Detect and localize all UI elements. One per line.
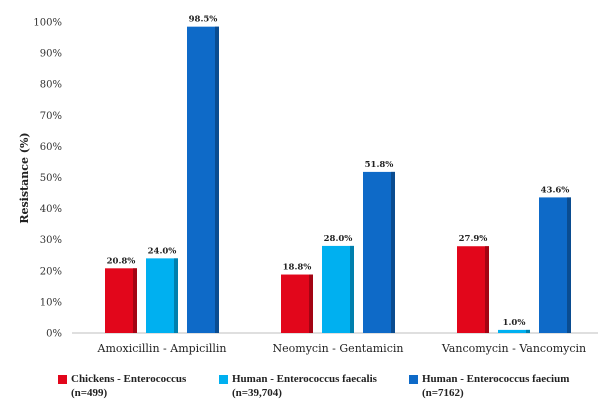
category-label: Vancomycin - Vancomycin: [441, 342, 586, 355]
y-tick-label: 50%: [40, 173, 62, 184]
data-label: 43.6%: [541, 185, 570, 195]
bar: [498, 329, 530, 333]
y-axis-label: Resistance (%): [18, 132, 31, 223]
legend-swatch-chickens: [58, 375, 67, 384]
legend-item-human-faecalis: Human - Enterococcus faecalis (n=39,704): [219, 372, 377, 400]
bar: [457, 246, 489, 333]
data-label: 27.9%: [459, 234, 488, 244]
legend-item-chickens: Chickens - Enterococcus (n=499): [58, 372, 186, 400]
bar-edge: [567, 197, 571, 333]
data-label: 28.0%: [324, 234, 353, 244]
legend-label-human-faecium: Human - Enterococcus faecium: [422, 373, 570, 385]
bar-fill: [146, 258, 178, 333]
bar-fill: [498, 329, 530, 333]
data-label: 98.5%: [189, 15, 218, 25]
bar-fill: [322, 245, 354, 333]
bar-fill: [187, 26, 219, 333]
y-tick-label: 10%: [40, 297, 62, 308]
y-tick-label: 20%: [40, 266, 62, 277]
y-tick-label: 40%: [40, 204, 62, 215]
bar-edge: [526, 329, 530, 333]
y-tick-label: 90%: [40, 49, 62, 60]
bar: [322, 245, 354, 333]
bar-fill: [539, 197, 571, 333]
category-label: Neomycin - Gentamicin: [273, 342, 404, 355]
y-tick-label: 100%: [33, 18, 62, 29]
y-axis-ticks: 0% 10% 20% 30% 40% 50% 60% 70% 80% 90% 100%: [33, 18, 62, 340]
legend-item-human-faecium: Human - Enterococcus faecium (n=7162): [409, 372, 569, 400]
bar-edge: [309, 274, 313, 333]
data-label: 24.0%: [148, 246, 177, 256]
data-label: 1.0%: [503, 318, 526, 328]
bar-edge: [174, 258, 178, 333]
legend-n-chickens: (n=499): [71, 387, 108, 399]
bars: [105, 26, 571, 333]
y-tick-label: 30%: [40, 235, 62, 246]
bar-edge: [133, 268, 137, 333]
bar: [105, 268, 137, 333]
y-tick-label: 80%: [40, 80, 62, 91]
bar-edge: [350, 245, 354, 333]
y-tick-label: 60%: [40, 142, 62, 153]
legend-swatch-human-faecalis: [219, 375, 228, 384]
bar: [281, 274, 313, 333]
category-label: Amoxicillin - Ampicillin: [97, 342, 227, 355]
bar-fill: [457, 246, 489, 333]
category-labels: Amoxicillin - Ampicillin Neomycin - Genta…: [97, 342, 587, 355]
data-label: 20.8%: [107, 256, 136, 266]
bar-fill: [281, 274, 313, 333]
bar: [187, 26, 219, 333]
bar-fill: [363, 171, 395, 333]
legend-label-chickens: Chickens - Enterococcus: [71, 373, 187, 385]
legend-swatch-human-faecium: [409, 375, 418, 384]
bar: [539, 197, 571, 333]
data-label: 18.8%: [283, 263, 312, 273]
data-labels: 20.8% 24.0% 98.5% 18.8% 28.0% 51.8% 27.9% 1.0% 4…: [107, 15, 570, 328]
legend-n-human-faecalis: (n=39,704): [232, 387, 282, 399]
bar: [146, 258, 178, 333]
bar-edge: [485, 246, 489, 333]
y-tick-label: 70%: [40, 111, 62, 122]
legend-label-human-faecalis: Human - Enterococcus faecalis: [232, 373, 377, 385]
bar-edge: [391, 171, 395, 333]
bar-fill: [105, 268, 137, 333]
legend-n-human-faecium: (n=7162): [422, 387, 464, 399]
bar-edge: [215, 26, 219, 333]
bar: [363, 171, 395, 333]
data-label: 51.8%: [365, 160, 394, 170]
y-tick-label: 0%: [46, 329, 62, 340]
